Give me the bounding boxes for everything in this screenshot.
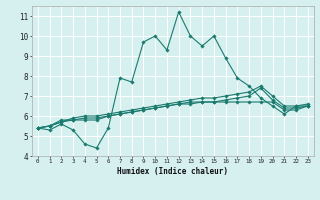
X-axis label: Humidex (Indice chaleur): Humidex (Indice chaleur)	[117, 167, 228, 176]
